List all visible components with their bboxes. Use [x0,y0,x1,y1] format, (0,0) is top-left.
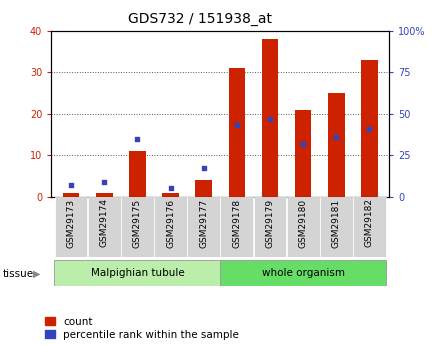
Text: ▶: ▶ [33,269,41,278]
Bar [54,260,220,286]
Legend: count, percentile rank within the sample: count, percentile rank within the sample [45,317,239,340]
Point [101,179,108,185]
Text: GSM29180: GSM29180 [299,198,307,248]
Bar [88,197,121,257]
Text: GSM29174: GSM29174 [100,198,109,247]
Bar [254,197,287,257]
Bar [96,193,113,197]
Text: GSM29177: GSM29177 [199,198,208,248]
Bar [121,197,154,257]
Bar [63,193,79,197]
Bar [195,180,212,197]
Point [233,123,240,128]
Text: GSM29176: GSM29176 [166,198,175,248]
Text: tissue: tissue [2,269,33,278]
Text: GSM29181: GSM29181 [332,198,341,248]
Point [267,116,274,121]
Bar [320,197,353,257]
Bar [154,197,187,257]
Text: GSM29179: GSM29179 [266,198,275,248]
Point [167,186,174,191]
Point [200,166,207,171]
Point [333,134,340,140]
Text: GSM29175: GSM29175 [133,198,142,248]
Bar [262,39,278,197]
Bar [162,193,179,197]
Text: GDS732 / 151938_at: GDS732 / 151938_at [128,12,272,26]
Point [134,136,141,141]
Point [68,182,75,188]
Point [366,126,373,131]
Bar [328,93,344,197]
Bar [129,151,146,197]
Text: Malpighian tubule: Malpighian tubule [90,268,184,278]
Bar [220,197,253,257]
Bar [187,197,220,257]
Text: whole organism: whole organism [262,268,345,278]
Bar [287,197,320,257]
Text: GSM29173: GSM29173 [67,198,76,248]
Bar [295,110,312,197]
Bar [220,260,386,286]
Text: GSM29178: GSM29178 [232,198,241,248]
Point [299,141,307,146]
Bar [353,197,386,257]
Bar [55,197,88,257]
Text: GSM29182: GSM29182 [365,198,374,247]
Bar [229,68,245,197]
Bar [361,60,378,197]
